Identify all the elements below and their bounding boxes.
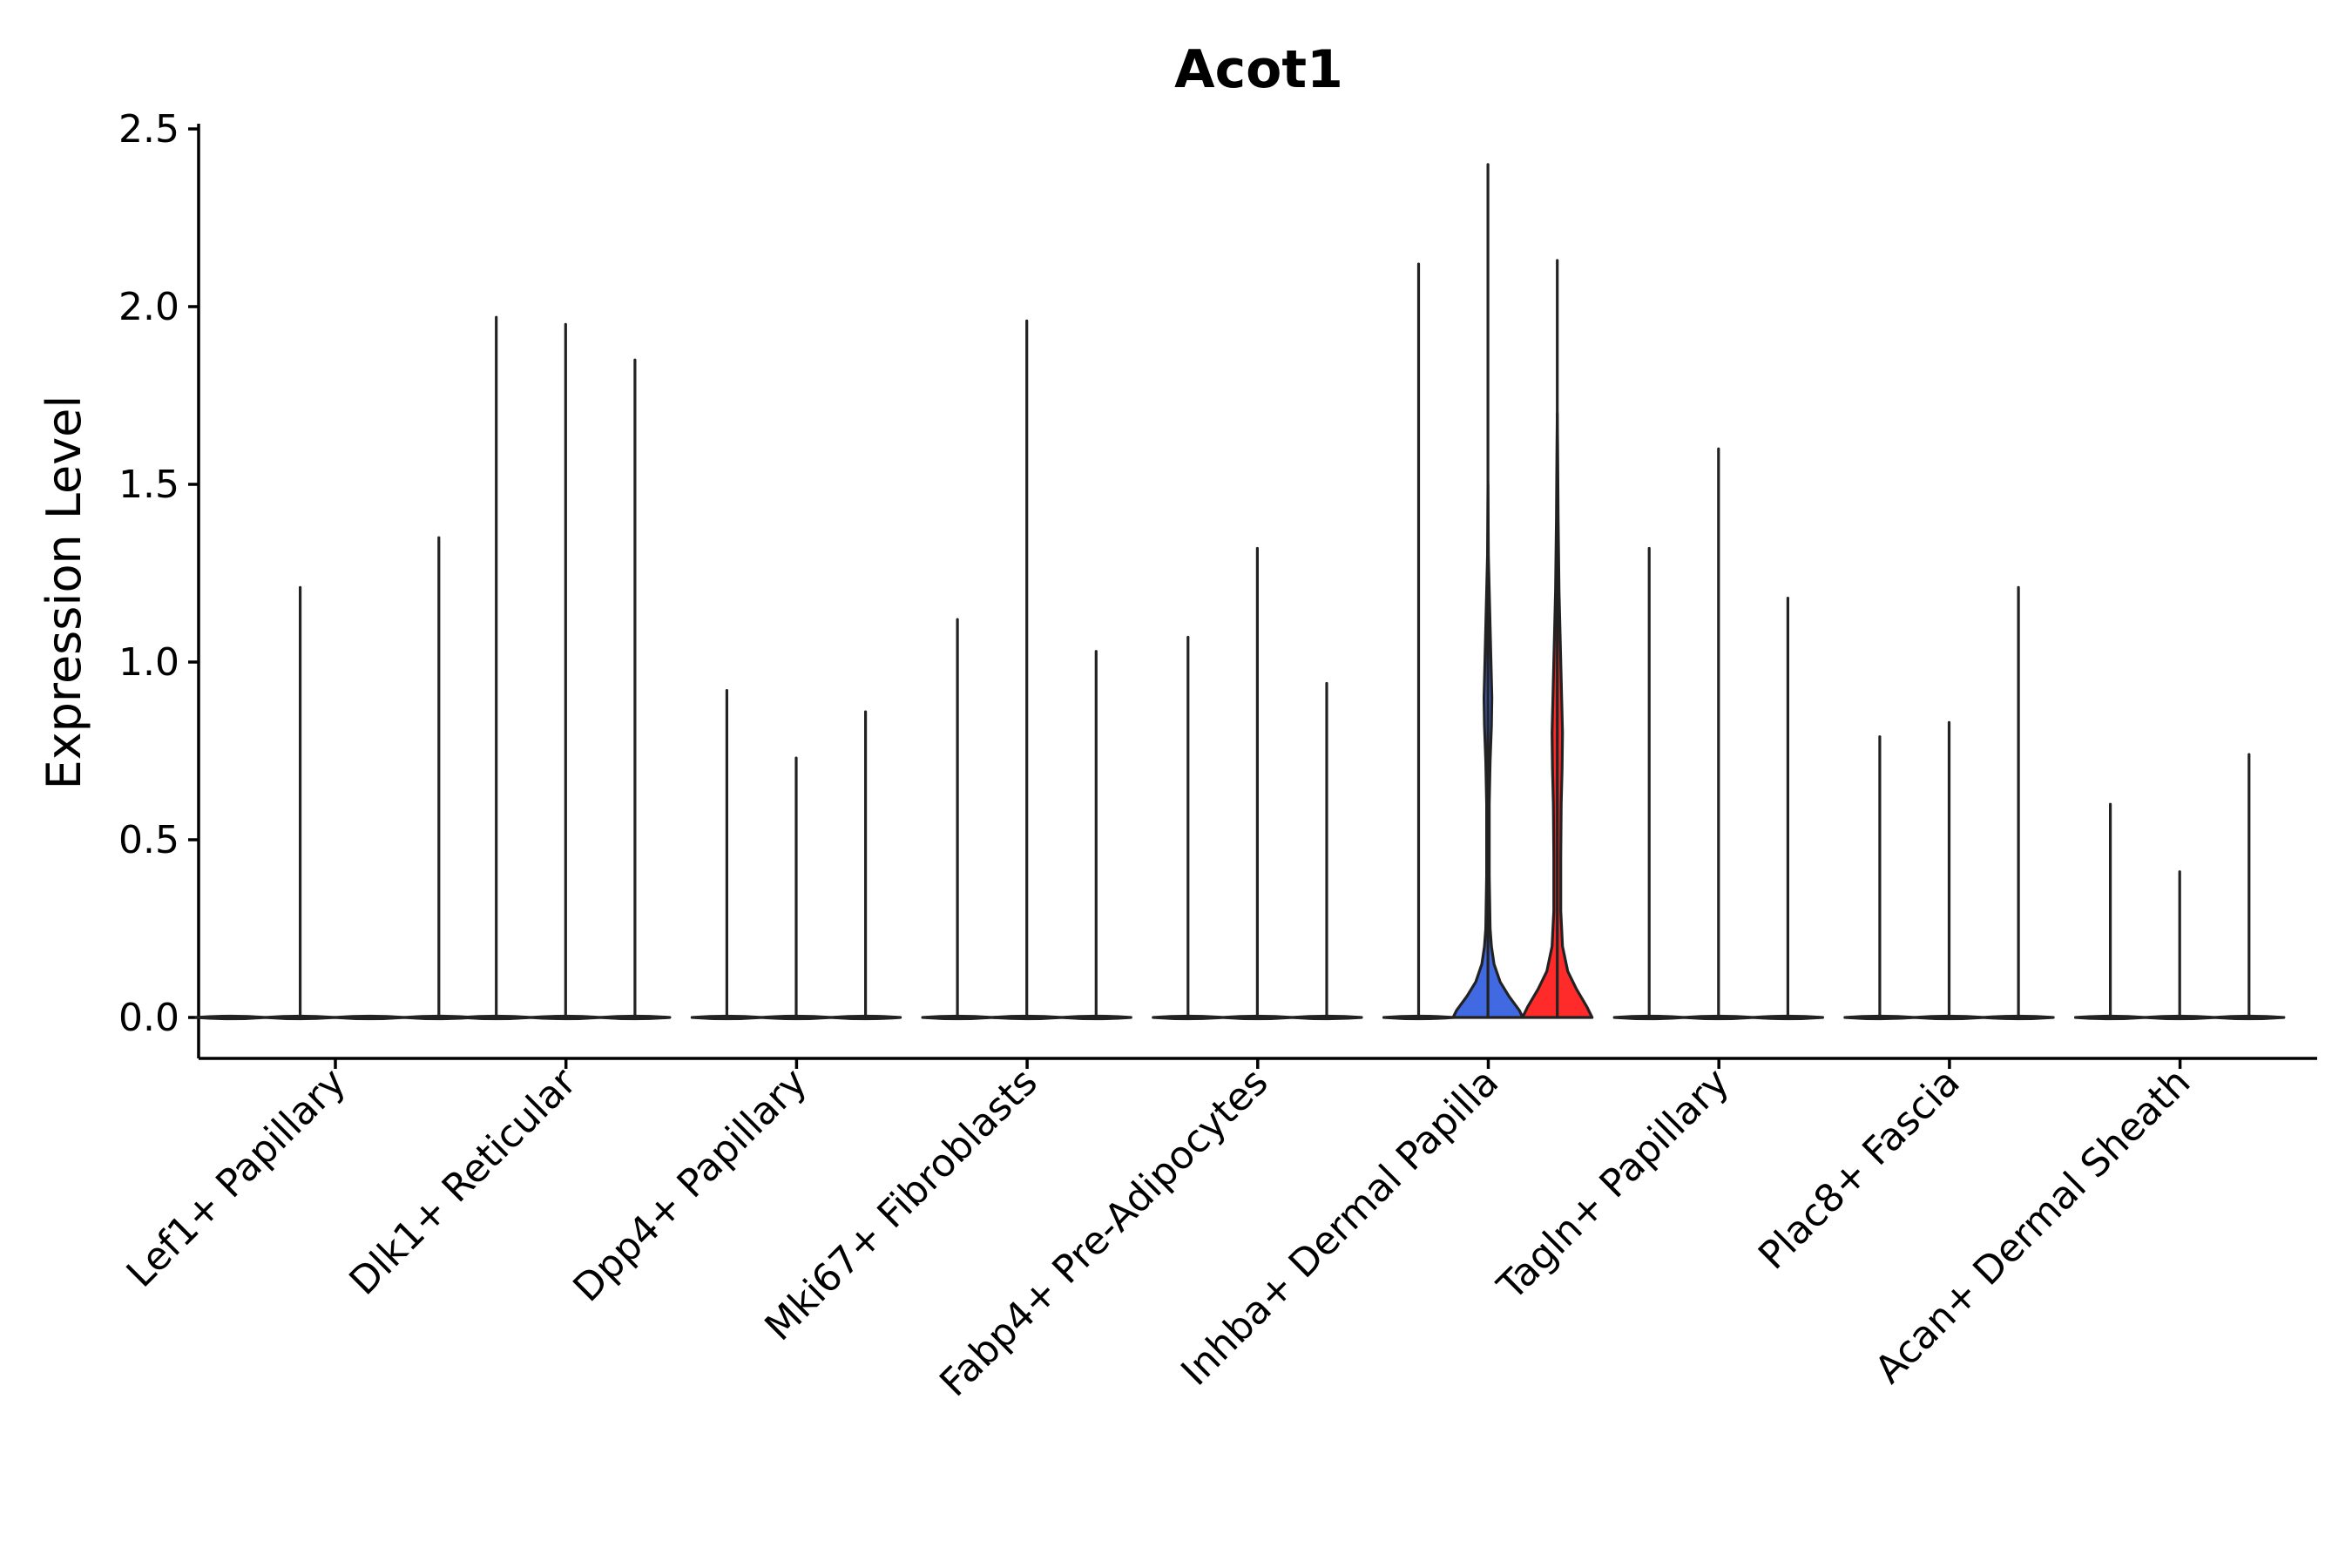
x-tick-label: Tagln+ Papillary bbox=[1489, 1060, 1738, 1309]
violin bbox=[529, 322, 602, 1021]
violin-body bbox=[333, 1014, 406, 1021]
violin bbox=[402, 536, 476, 1021]
violin bbox=[2074, 802, 2147, 1021]
y-axis-title: Expression Level bbox=[37, 395, 91, 790]
violin bbox=[1912, 720, 1986, 1021]
violin bbox=[990, 319, 1064, 1021]
y-tick-label: 1.5 bbox=[118, 463, 179, 507]
violin bbox=[1751, 596, 1824, 1021]
violin bbox=[1982, 585, 2055, 1021]
violin bbox=[264, 585, 337, 1021]
violin bbox=[760, 756, 833, 1021]
violin bbox=[1843, 735, 1916, 1021]
violin bbox=[1612, 546, 1686, 1021]
violin bbox=[829, 710, 902, 1021]
y-tick-label: 0.5 bbox=[118, 818, 179, 862]
y-tick-label: 2.0 bbox=[118, 285, 179, 329]
violin bbox=[460, 315, 533, 1021]
violin bbox=[1382, 262, 1456, 1021]
violin bbox=[1451, 163, 1524, 1019]
violin bbox=[333, 1014, 406, 1021]
violin bbox=[2143, 870, 2216, 1021]
y-tick-label: 1.0 bbox=[118, 640, 179, 685]
y-tick-label: 2.5 bbox=[118, 107, 179, 152]
x-tick-label: Lef1+ Papillary bbox=[118, 1060, 355, 1296]
violin-body bbox=[194, 1014, 267, 1021]
violin bbox=[1152, 635, 1225, 1021]
violin bbox=[1682, 447, 1755, 1021]
violin bbox=[1220, 546, 1294, 1021]
y-tick-label: 0.0 bbox=[118, 996, 179, 1040]
violin bbox=[921, 618, 994, 1021]
y-axis: 0.0 0.5 1.0 1.5 2.0 2.5 bbox=[118, 107, 200, 1058]
x-tick-label: Dpp4+ Papillary bbox=[565, 1060, 816, 1311]
plot-area bbox=[194, 163, 2286, 1021]
violin bbox=[690, 689, 763, 1021]
x-tick-label: Plac8+ Fascia bbox=[1750, 1060, 1969, 1279]
violin bbox=[1059, 650, 1132, 1021]
violin bbox=[1521, 259, 1594, 1019]
violin bbox=[194, 1014, 267, 1021]
x-tick-label: Dlk1+ Reticular bbox=[341, 1059, 586, 1304]
chart-title: Acot1 bbox=[1174, 39, 1343, 100]
violin bbox=[2213, 753, 2286, 1021]
violin bbox=[1290, 681, 1363, 1021]
violin bbox=[598, 358, 672, 1021]
